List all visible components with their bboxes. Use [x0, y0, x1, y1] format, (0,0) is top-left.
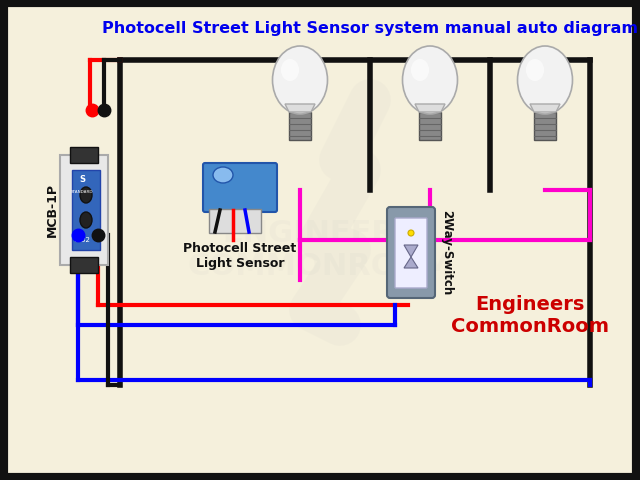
Polygon shape — [404, 257, 418, 268]
Ellipse shape — [281, 59, 299, 81]
FancyBboxPatch shape — [209, 209, 261, 233]
Bar — [419, 112, 441, 140]
Ellipse shape — [80, 212, 92, 228]
FancyBboxPatch shape — [395, 218, 427, 288]
Polygon shape — [285, 104, 315, 112]
Ellipse shape — [273, 46, 328, 114]
Bar — [60, 155, 108, 265]
Text: Photocell Street
Light Sensor: Photocell Street Light Sensor — [184, 242, 296, 270]
Polygon shape — [404, 245, 418, 257]
Bar — [70, 147, 98, 163]
Bar — [70, 257, 98, 273]
Text: C 32: C 32 — [74, 237, 90, 243]
Text: STANDARD: STANDARD — [71, 190, 93, 194]
FancyBboxPatch shape — [6, 5, 634, 475]
Ellipse shape — [403, 46, 458, 114]
Text: 2Way-Switch: 2Way-Switch — [440, 210, 454, 296]
Ellipse shape — [408, 230, 414, 236]
Text: Photocell Street Light Sensor system manual auto diagram: Photocell Street Light Sensor system man… — [102, 21, 638, 36]
Ellipse shape — [518, 46, 573, 114]
Ellipse shape — [411, 59, 429, 81]
Text: Engineers
CommonRoom: Engineers CommonRoom — [451, 295, 609, 336]
Text: ENGINEERS
COMMONROOM: ENGINEERS COMMONROOM — [187, 219, 453, 281]
Ellipse shape — [213, 167, 233, 183]
Text: MCB-1P: MCB-1P — [45, 183, 58, 237]
Bar — [534, 112, 556, 140]
Bar — [72, 170, 100, 250]
Polygon shape — [530, 104, 560, 112]
Bar — [289, 112, 311, 140]
FancyBboxPatch shape — [203, 163, 277, 212]
Polygon shape — [415, 104, 445, 112]
Ellipse shape — [526, 59, 544, 81]
Ellipse shape — [80, 187, 92, 203]
Text: S: S — [79, 176, 85, 184]
FancyBboxPatch shape — [387, 207, 435, 298]
